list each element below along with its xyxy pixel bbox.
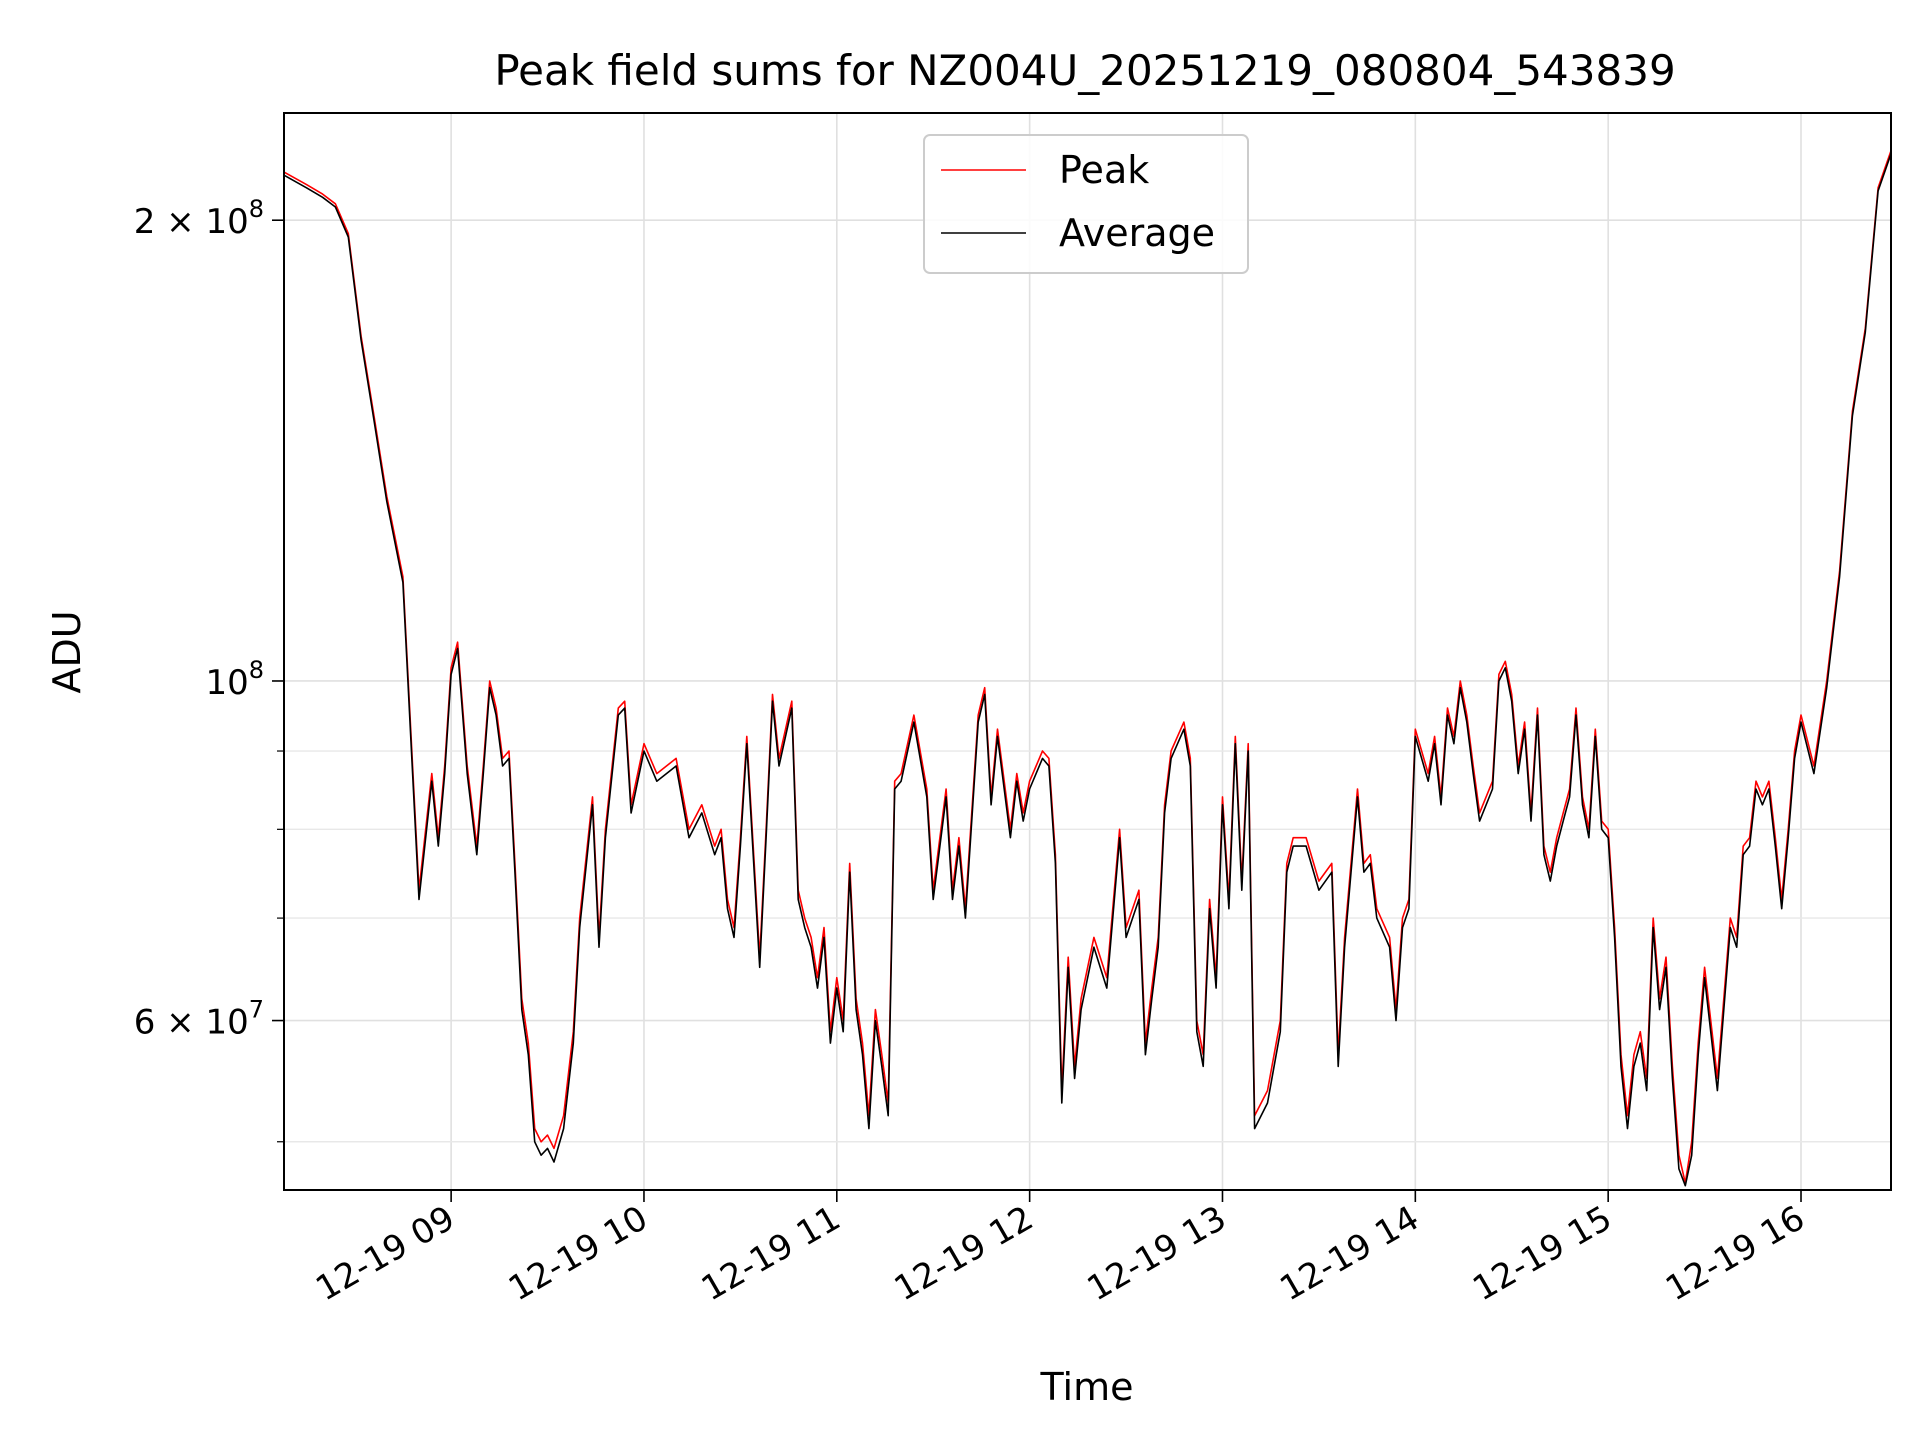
y-axis-label: ADU bbox=[45, 610, 89, 693]
x-axis-label: Time bbox=[1040, 1365, 1134, 1409]
y-tick-label: 108 bbox=[205, 656, 264, 703]
legend-label-average: Average bbox=[1059, 211, 1215, 255]
legend-label-peak: Peak bbox=[1059, 148, 1149, 192]
plot-frame bbox=[283, 112, 1892, 1191]
legend: Peak Average bbox=[923, 134, 1249, 274]
y-tick-label: 2 × 108 bbox=[134, 195, 264, 242]
y-tick-label: 6 × 107 bbox=[134, 996, 264, 1043]
series-line-average bbox=[283, 153, 1892, 1187]
series-line-peak bbox=[283, 150, 1892, 1184]
chart-title: Peak field sums for NZ004U_20251219_0808… bbox=[494, 46, 1675, 95]
plot-lines bbox=[283, 150, 1892, 1187]
